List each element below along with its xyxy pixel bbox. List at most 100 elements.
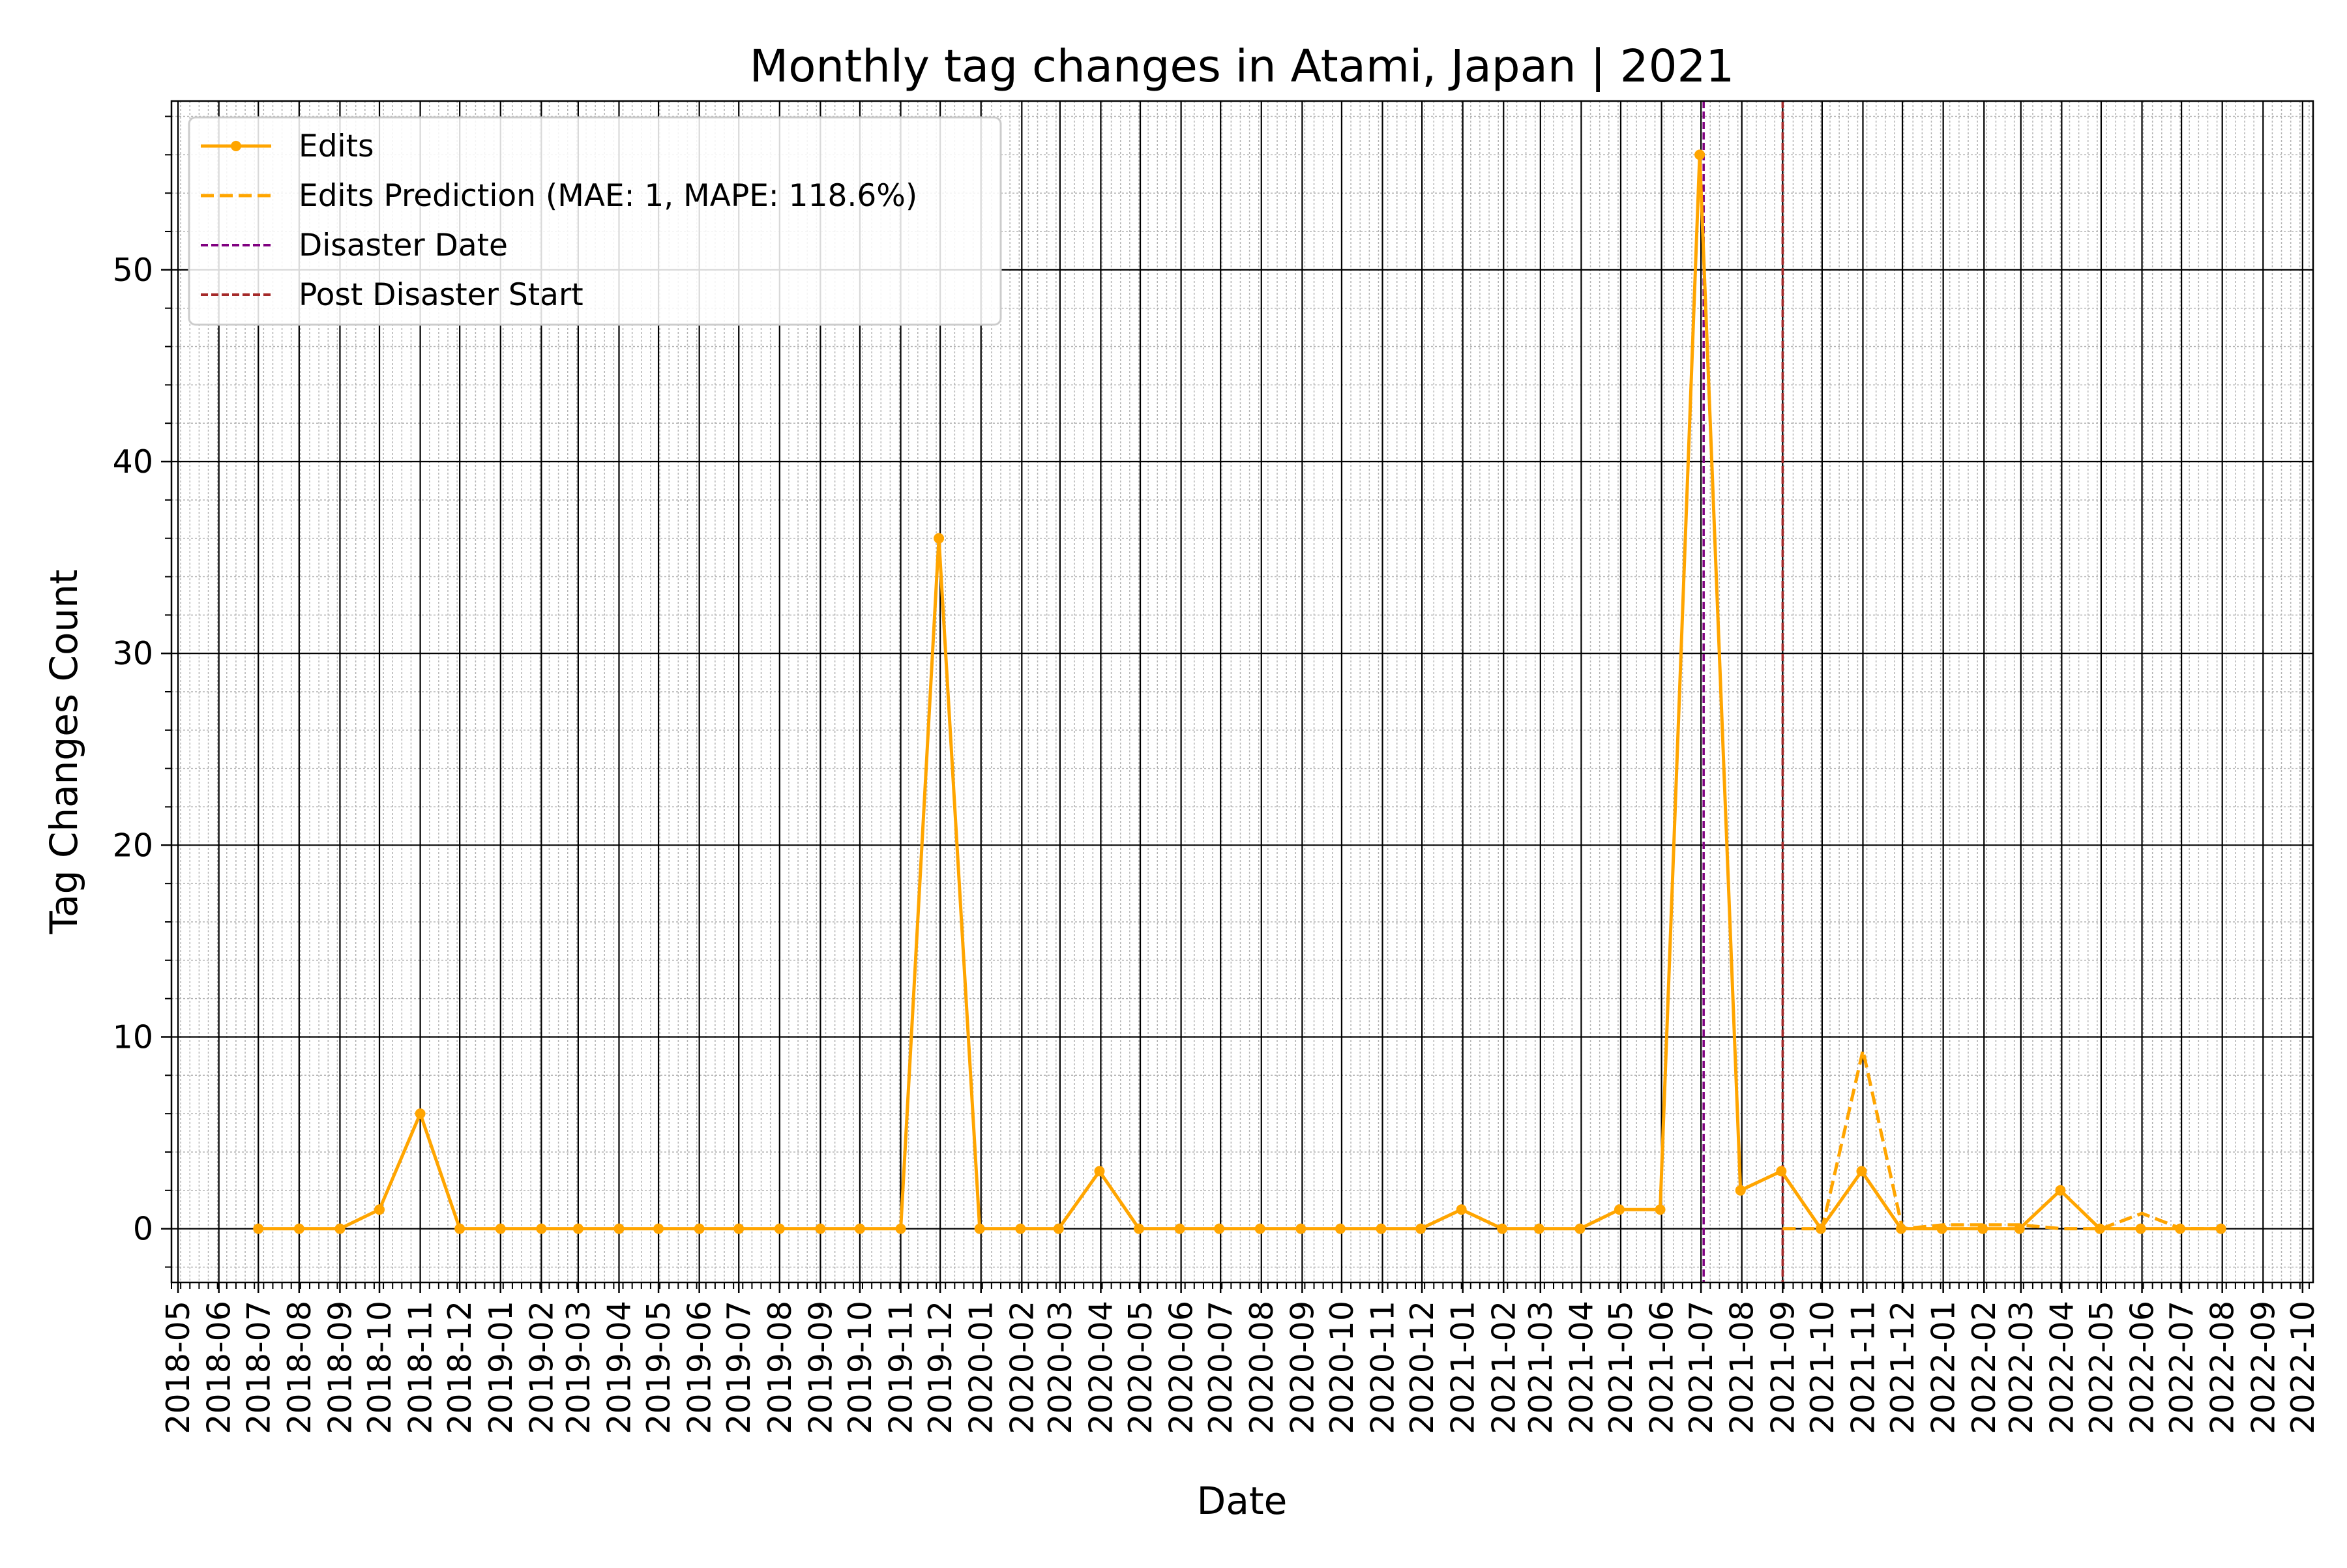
x-tick-label: 2020-01 (963, 1301, 1000, 1434)
legend-marker-edits (231, 141, 241, 151)
x-tick-label: 2019-08 (761, 1301, 799, 1434)
x-tick-label: 2018-05 (160, 1301, 197, 1434)
x-tick-label: 2019-05 (640, 1301, 677, 1434)
x-tick-label: 2019-01 (482, 1301, 520, 1434)
data-point-edits (613, 1223, 625, 1234)
data-point-edits (854, 1223, 865, 1234)
legend-label-edits: Edits (299, 128, 374, 164)
data-point-edits (253, 1223, 264, 1234)
data-point-edits (934, 533, 945, 544)
x-tick-label: 2021-03 (1522, 1301, 1559, 1434)
y-tick-label: 10 (113, 1018, 153, 1056)
x-axis-label: Date (1197, 1479, 1288, 1523)
legend-box (188, 116, 1002, 326)
x-tick-label: 2020-02 (1003, 1301, 1041, 1434)
x-tick-label: 2021-02 (1485, 1301, 1522, 1434)
data-point-edits (2094, 1223, 2105, 1234)
x-tick-label: 2022-03 (2003, 1301, 2040, 1434)
x-tick-label: 2022-06 (2124, 1301, 2161, 1434)
legend: Edits Edits Prediction (MAE: 1, MAPE: 11… (188, 116, 1002, 326)
x-tick-label: 2022-01 (1925, 1301, 1962, 1434)
x-tick-label: 2018-07 (240, 1301, 277, 1434)
x-tick-label: 2019-09 (802, 1301, 839, 1434)
x-tick-label: 2020-10 (1323, 1301, 1361, 1434)
y-tick-label: 40 (113, 443, 153, 481)
x-tick-label: 2021-07 (1683, 1301, 1720, 1434)
x-tick-label: 2018-06 (201, 1301, 238, 1434)
data-point-edits (334, 1223, 346, 1234)
x-tick-label: 2019-10 (842, 1301, 879, 1434)
x-tick-label: 2019-12 (922, 1301, 959, 1434)
data-point-edits (415, 1108, 426, 1119)
x-tick-label: 2022-10 (2284, 1301, 2322, 1434)
data-point-edits (1415, 1223, 1426, 1234)
series-line-prediction (1782, 1048, 2222, 1231)
y-tick-label: 0 (133, 1211, 153, 1248)
y-tick-label: 30 (113, 635, 153, 672)
data-point-edits (733, 1223, 745, 1234)
data-point-edits (1295, 1223, 1306, 1234)
data-point-edits (774, 1223, 785, 1234)
x-tick-label: 2019-03 (560, 1301, 597, 1434)
x-tick-label: 2021-09 (1764, 1301, 1801, 1434)
data-point-edits (815, 1223, 826, 1234)
x-tick-label: 2021-10 (1804, 1301, 1841, 1434)
x-tick-label: 2021-11 (1844, 1301, 1882, 1434)
x-tick-label: 2020-11 (1365, 1301, 1402, 1434)
data-point-edits (653, 1223, 664, 1234)
data-point-edits (495, 1223, 506, 1234)
data-point-edits (1574, 1223, 1586, 1234)
series-line-edits (258, 153, 2221, 1231)
x-tick-label: 2022-09 (2245, 1301, 2282, 1434)
x-tick-label: 2020-04 (1082, 1301, 1119, 1434)
data-point-edits (1134, 1223, 1145, 1234)
x-tick-label: 2021-12 (1884, 1301, 1921, 1434)
data-point-edits (1254, 1223, 1265, 1234)
x-tick-label: 2020-08 (1243, 1301, 1280, 1434)
x-tick-label: 2019-11 (883, 1301, 920, 1434)
x-tick-label: 2019-02 (523, 1301, 560, 1434)
x-tick-label: 2018-09 (321, 1301, 359, 1434)
x-tick-label: 2022-07 (2163, 1301, 2200, 1434)
x-tick-label: 2021-08 (1724, 1301, 1761, 1434)
data-point-edits (1655, 1204, 1666, 1215)
y-tick-label: 20 (113, 827, 153, 864)
x-tick-label: 2020-05 (1122, 1301, 1159, 1434)
x-tick-label: 2019-06 (681, 1301, 718, 1434)
x-tick-label: 2020-09 (1284, 1301, 1321, 1434)
data-point-edits (536, 1223, 547, 1234)
data-point-edits (1376, 1223, 1387, 1234)
x-tick-label: 2021-06 (1644, 1301, 1681, 1434)
x-tick-label: 2022-02 (1966, 1301, 2003, 1434)
x-tick-label: 2018-12 (441, 1301, 479, 1434)
data-point-edits (1015, 1223, 1026, 1234)
data-point-edits (374, 1204, 385, 1215)
data-point-edits (293, 1223, 304, 1234)
x-tick-label: 2018-08 (281, 1301, 318, 1434)
x-tick-label: 2022-05 (2083, 1301, 2120, 1434)
x-tick-label: 2021-01 (1445, 1301, 1482, 1434)
data-point-edits (1456, 1204, 1467, 1215)
legend-label-post-disaster: Post Disaster Start (299, 277, 583, 313)
data-point-edits (454, 1223, 465, 1234)
x-tick-label: 2019-07 (720, 1301, 758, 1434)
data-point-edits (1856, 1166, 1867, 1177)
x-tick-label: 2020-03 (1042, 1301, 1079, 1434)
data-point-edits (1053, 1223, 1064, 1234)
data-point-edits (694, 1223, 705, 1234)
x-tick-label: 2021-04 (1563, 1301, 1600, 1434)
data-point-edits (974, 1223, 985, 1234)
data-point-edits (1776, 1166, 1787, 1177)
data-point-edits (2055, 1185, 2066, 1196)
y-tick-label: 50 (113, 252, 153, 289)
x-tick-label: 2018-10 (361, 1301, 398, 1434)
x-tick-label: 2019-04 (600, 1301, 638, 1434)
x-tick-label: 2018-11 (402, 1301, 439, 1434)
data-point-edits (1174, 1223, 1185, 1234)
x-tick-label: 2020-07 (1202, 1301, 1239, 1434)
data-point-edits (895, 1223, 906, 1234)
data-point-edits (1335, 1223, 1346, 1234)
y-axis-label: Tag Changes Count (42, 569, 86, 935)
